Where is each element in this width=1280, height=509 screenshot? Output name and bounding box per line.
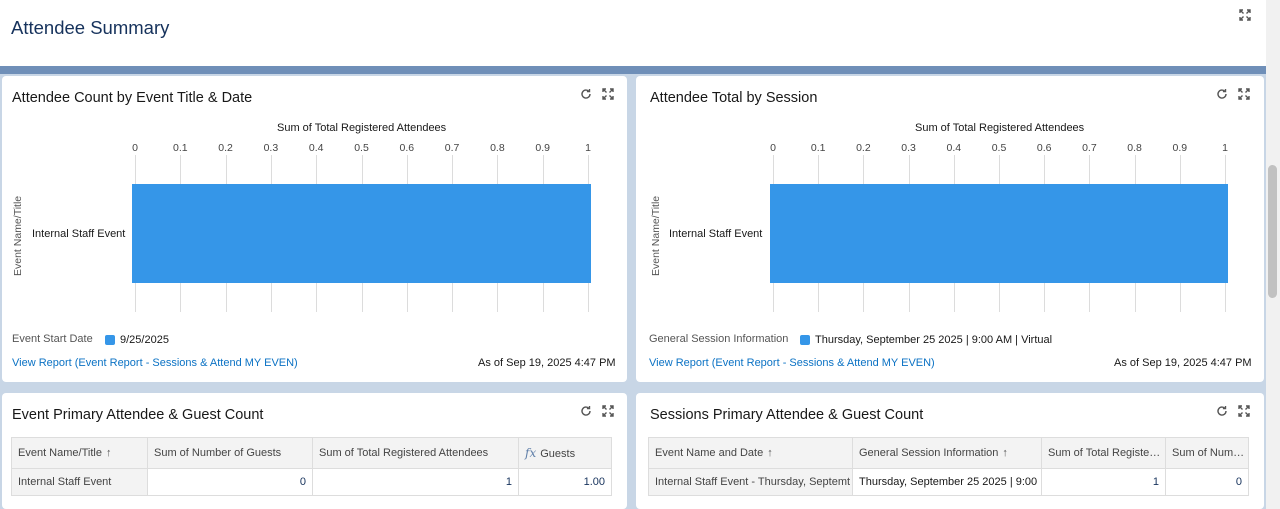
scrollbar-thumb[interactable]	[1268, 165, 1277, 298]
header-band	[0, 66, 1266, 74]
chart-card-event-title: Attendee Count by Event Title & Date Sum…	[2, 76, 627, 382]
expand-icon[interactable]	[602, 88, 614, 100]
card-title: Sessions Primary Attendee & Guest Count	[650, 407, 924, 423]
chart-card-session: Attendee Total by Session Sum of Total R…	[636, 76, 1264, 382]
data-table: Event Name and Date ↑ General Session Inf…	[648, 437, 1249, 496]
table-header-row: Event Name and Date ↑ General Session Inf…	[648, 437, 1249, 469]
sort-arrow-icon: ↑	[105, 447, 112, 459]
table-cell: Internal Staff Event	[11, 468, 148, 496]
x-tick-label: 0.2	[856, 142, 871, 154]
table-cell: 1	[1041, 468, 1166, 496]
sort-arrow-icon: ↑	[767, 447, 773, 459]
category-label: Internal Staff Event	[669, 228, 763, 240]
legend-swatch	[800, 335, 810, 345]
expand-icon[interactable]	[1238, 405, 1250, 417]
x-tick-label: 0.3	[901, 142, 916, 154]
x-tick-label: 0.9	[535, 142, 550, 154]
card-title: Event Primary Attendee & Guest Count	[12, 407, 264, 423]
data-table: Event Name/Title ↑ Sum of Number of Guest…	[11, 437, 612, 496]
x-tick-label: 0.6	[399, 142, 415, 154]
x-tick-label: 0.8	[490, 142, 505, 154]
column-header-event-name[interactable]: Event Name/Title ↑	[11, 437, 148, 469]
legend-swatch	[105, 335, 115, 345]
view-report-link[interactable]: View Report (Event Report - Sessions & A…	[649, 357, 935, 369]
legend-title: Event Start Date	[12, 333, 93, 345]
x-tick-label: 0.5	[354, 142, 369, 154]
column-header-registered-sum[interactable]: Sum of Total Registe…	[1041, 437, 1166, 469]
column-header-registered-sum[interactable]: Sum of Total Registered Attendees	[312, 437, 519, 469]
vertical-scrollbar[interactable]	[1266, 0, 1280, 509]
refresh-icon[interactable]	[580, 405, 592, 417]
table-cell: Thursday, September 25 2025 | 9:00 ,	[852, 468, 1042, 496]
table-cell: 0	[147, 468, 313, 496]
x-tick-label: 0.4	[308, 142, 324, 154]
as-of-timestamp: As of Sep 19, 2025 4:47 PM	[478, 357, 616, 369]
x-tick-label: 0.8	[1127, 142, 1142, 154]
column-header-guests-sum[interactable]: Sum of Number of Guests	[147, 437, 313, 469]
table-card-session-guests: Sessions Primary Attendee & Guest Count …	[636, 393, 1264, 509]
x-tick-label: 0.5	[991, 142, 1007, 154]
legend-item: Thursday, September 25 2025 | 9:00 AM | …	[815, 334, 1053, 346]
x-tick-label: 0.4	[946, 142, 962, 154]
page-title: Attendee Summary	[11, 17, 170, 38]
card-title: Attendee Total by Session	[650, 90, 818, 106]
bar[interactable]	[770, 184, 1228, 283]
expand-icon[interactable]	[602, 405, 614, 417]
legend-item: 9/25/2025	[120, 334, 169, 346]
refresh-icon[interactable]	[580, 88, 592, 100]
table-row: Internal Staff Event - Thursday, Septemt…	[648, 468, 1249, 496]
y-axis-label: Event Name/Title	[12, 195, 24, 276]
x-tick-label: 0.7	[444, 142, 460, 154]
table-card-event-guests: Event Primary Attendee & Guest Count Eve…	[2, 393, 627, 509]
column-header-guests-sum[interactable]: Sum of Num…	[1165, 437, 1249, 469]
x-tick-label: 0.9	[1172, 142, 1188, 154]
x-tick-label: 0.6	[1036, 142, 1052, 154]
chart-axis-title: Sum of Total Registered Attendees	[915, 122, 1085, 134]
dashboard-header: Attendee Summary	[0, 0, 1266, 66]
table-cell: 0	[1165, 468, 1249, 496]
expand-icon[interactable]	[1238, 88, 1250, 100]
column-header-session-info[interactable]: General Session Information ↑	[852, 437, 1042, 469]
bar[interactable]	[132, 184, 591, 283]
x-tick-label: 1	[1222, 142, 1228, 154]
column-header-guests-formula[interactable]: fx Guests	[518, 437, 612, 469]
x-tick-label: 0	[770, 142, 776, 154]
table-cell: 1	[312, 468, 519, 496]
x-tick-label: 0.1	[172, 142, 188, 154]
column-header-event-name-date[interactable]: Event Name and Date ↑	[648, 437, 853, 469]
chart-axis-title: Sum of Total Registered Attendees	[277, 122, 447, 134]
y-axis-label: Event Name/Title	[650, 195, 662, 276]
category-label: Internal Staff Event	[32, 228, 126, 240]
sort-arrow-icon: ↑	[1002, 447, 1008, 459]
table-cell: 1.00	[518, 468, 612, 496]
legend-title: General Session Information	[649, 333, 789, 345]
expand-icon[interactable]	[1239, 9, 1251, 21]
x-tick-label: 0	[132, 142, 138, 154]
x-tick-label: 0.2	[218, 142, 233, 154]
x-tick-label: 1	[585, 142, 591, 154]
table-row: Internal Staff Event 0 1 1.00	[11, 468, 612, 496]
refresh-icon[interactable]	[1216, 405, 1228, 417]
view-report-link[interactable]: View Report (Event Report - Sessions & A…	[12, 357, 298, 369]
formula-icon: fx	[525, 446, 537, 460]
refresh-icon[interactable]	[1216, 88, 1228, 100]
as-of-timestamp: As of Sep 19, 2025 4:47 PM	[1114, 357, 1252, 369]
table-cell: Internal Staff Event - Thursday, Septemt	[648, 468, 853, 496]
table-header-row: Event Name/Title ↑ Sum of Number of Guest…	[11, 437, 612, 469]
card-title: Attendee Count by Event Title & Date	[12, 90, 253, 106]
x-tick-label: 0.3	[263, 142, 279, 154]
x-tick-label: 0.7	[1082, 142, 1097, 154]
x-tick-label: 0.1	[810, 142, 826, 154]
